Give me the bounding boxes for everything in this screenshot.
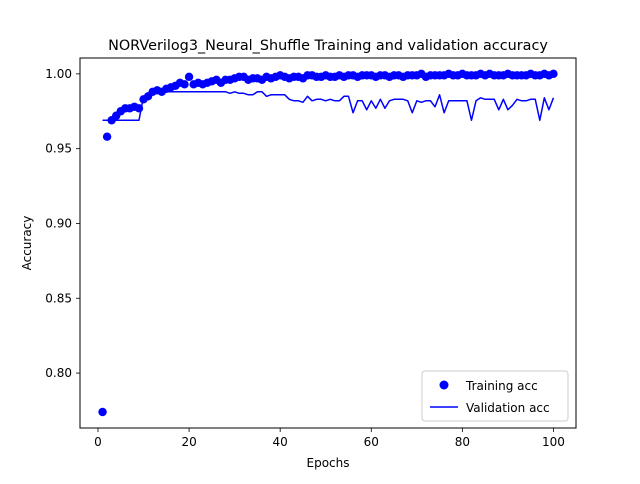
axes-frame xyxy=(79,57,577,429)
legend: Training acc Validation acc xyxy=(421,370,569,422)
training-acc-point xyxy=(184,72,194,82)
y-tick-label: 0.85 xyxy=(45,291,72,305)
legend-training-label: Training acc xyxy=(465,379,538,393)
training-acc-point xyxy=(102,132,112,141)
training-acc-point xyxy=(98,407,107,417)
x-tick-label: 80 xyxy=(455,435,470,449)
x-tick-label: 60 xyxy=(364,435,379,449)
y-axis: 0.80 0.85 0.90 0.95 1.00 xyxy=(45,67,80,380)
legend-training-marker xyxy=(439,380,449,390)
x-axis-label: Epochs xyxy=(307,456,350,470)
y-tick-label: 1.00 xyxy=(45,67,72,81)
x-axis: 0 20 40 60 80 100 xyxy=(94,428,565,449)
training-acc-point xyxy=(134,104,144,113)
x-tick-label: 100 xyxy=(542,435,565,449)
training-acc-point xyxy=(180,80,189,89)
y-tick-label: 0.95 xyxy=(45,142,72,156)
y-axis-label: Accuracy xyxy=(20,216,34,271)
x-tick-label: 40 xyxy=(273,435,288,449)
plot-area xyxy=(98,69,558,417)
y-tick-label: 0.90 xyxy=(45,216,72,230)
y-tick-label: 0.80 xyxy=(45,366,72,380)
validation-acc-line xyxy=(102,91,555,121)
legend-validation-label: Validation acc xyxy=(466,401,550,415)
chart-title: NORVerilog3_Neural_Shuffle Training and … xyxy=(108,38,548,54)
training-acc-point xyxy=(549,69,558,79)
x-tick-label: 0 xyxy=(94,435,102,449)
x-tick-label: 20 xyxy=(181,435,196,449)
legend-box xyxy=(421,370,569,422)
